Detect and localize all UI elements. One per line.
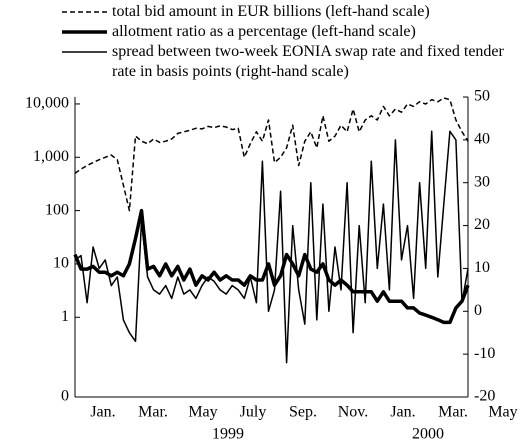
y2-tick-label: -10 xyxy=(474,345,495,362)
y2-tick-label: 10 xyxy=(474,259,490,276)
x-tick-label: Jan. xyxy=(390,404,415,421)
x-tick-label: Mar. xyxy=(138,404,168,421)
y2-tick-label: 40 xyxy=(474,131,490,148)
y-tick-label: 1 xyxy=(61,308,69,325)
y2-tick-label: -20 xyxy=(474,388,495,405)
series-line xyxy=(73,208,470,325)
x-tick-label: May xyxy=(488,404,517,421)
x-tick-label: Sep. xyxy=(289,404,317,421)
x-tick-label: July xyxy=(240,404,267,421)
y-tick-label: 100 xyxy=(45,201,69,218)
y2-tick-label: 20 xyxy=(474,216,490,233)
y-tick-label: 1,000 xyxy=(33,148,69,165)
y2-tick-label: 30 xyxy=(474,173,490,190)
y2-tick-label: 0 xyxy=(474,302,482,319)
year-label: 1999 xyxy=(212,426,244,443)
legend-label: spread between two-week EONIA swap rate … xyxy=(112,43,504,80)
y-tick-label: 0 xyxy=(61,388,69,405)
series-line xyxy=(74,97,469,212)
x-tick-label: Mar. xyxy=(438,404,468,421)
x-tick-label: May xyxy=(188,404,217,421)
y-tick-label: 10,000 xyxy=(25,95,69,112)
y-tick-label: 10 xyxy=(53,255,69,272)
legend-label: total bid amount in EUR billions (left-h… xyxy=(112,3,430,20)
x-tick-label: Jan. xyxy=(90,404,115,421)
legend-label: allotment ratio as a percentage (left-ha… xyxy=(112,23,416,40)
year-label: 2000 xyxy=(412,426,444,443)
x-tick-label: Nov. xyxy=(338,404,369,421)
series-line xyxy=(74,130,469,364)
y2-tick-label: 50 xyxy=(474,88,490,105)
